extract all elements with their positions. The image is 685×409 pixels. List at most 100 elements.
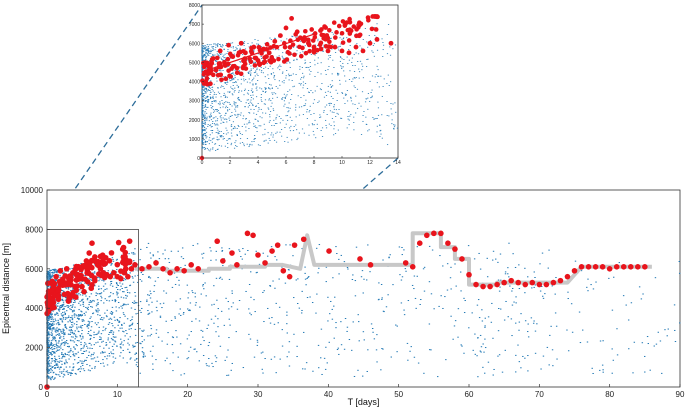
inset-event-dot [202,113,204,115]
event-dot [114,301,117,303]
inset-event-dot [274,93,277,95]
event-dot [611,372,613,374]
inset-event-dot [274,49,276,51]
inset-event-dot [376,125,378,127]
event-dot [86,325,88,327]
inset-event-dot [206,48,209,50]
inset-chart: 0 2 4 6 8 10 12 14 0100020003000400050006000700… [189,3,401,166]
inset-event-dot [373,27,375,28]
event-dot [120,352,122,354]
inset-event-dot [228,138,231,139]
event-dot [49,328,51,330]
event-dot [216,299,218,301]
event-dot [202,355,205,357]
event-dot [119,355,121,357]
event-dot [70,326,73,328]
event-dot [48,269,51,271]
inset-event-dot [362,115,364,116]
inset-event-dot [369,80,371,82]
event-dot [105,344,107,346]
inset-event-dot [323,110,325,111]
inset-event-dot [233,126,236,128]
event-dot [55,271,58,273]
event-dot [73,310,75,312]
event-dot [55,350,58,352]
inset-event-dot [240,112,242,114]
event-dot [193,348,195,350]
inset-event-dot [314,119,316,121]
inset-event-dot [349,70,351,72]
event-dot [49,274,51,276]
inset-front-point [388,40,394,46]
front-point [132,262,138,268]
event-dot [111,312,114,314]
inset-event-dot [201,114,203,116]
event-dot [106,355,109,357]
inset-event-dot [217,46,219,48]
event-dot [378,282,380,284]
event-dot [134,275,136,277]
inset-event-dot [201,95,203,97]
inset-event-dot [234,145,237,147]
front-point [96,271,102,277]
event-dot [56,374,58,376]
inset-event-dot [225,127,227,129]
event-dot [367,244,369,246]
event-dot [399,274,401,276]
inset-event-dot [247,60,250,62]
inset-event-dot [272,72,275,74]
inset-event-dot [344,94,347,96]
event-dot [484,372,486,374]
event-dot [256,344,259,346]
event-dot [67,317,70,319]
inset-event-dot [245,118,247,119]
inset-event-dot [206,90,208,92]
inset-event-dot [254,71,257,73]
inset-event-dot [265,139,267,141]
inset-event-dot [268,121,271,123]
inset-event-dot [230,124,233,126]
inset-event-dot [256,69,258,70]
event-dot [54,271,56,273]
event-dot [215,277,218,279]
event-dot [51,348,54,350]
inset-event-dot [256,86,258,88]
inset-event-dot [315,137,317,139]
inset-event-dot [233,82,236,83]
event-dot [151,311,153,313]
inset-event-dot [204,101,207,102]
event-dot [566,329,568,331]
event-dot [178,284,180,286]
inset-event-dot [215,100,217,101]
event-dot [555,277,557,279]
event-dot [254,311,256,313]
event-dot [58,357,61,359]
event-dot [480,351,482,353]
event-dot [249,338,252,340]
event-dot [423,266,426,268]
inset-event-dot [201,110,203,112]
event-dot [49,269,52,271]
event-dot [59,360,61,362]
event-dot [51,350,53,352]
inset-event-dot [331,111,333,113]
event-dot [53,270,55,272]
inset-event-dot [206,107,208,108]
inset-event-dot [205,119,207,121]
inset-event-dot [203,48,205,50]
main-front-points [44,230,648,390]
inset-event-dot [272,93,274,95]
inset-event-dot [292,73,294,75]
event-dot [54,337,56,339]
inset-event-dot [201,117,204,119]
event-dot [96,293,99,295]
inset-event-dot [278,55,280,57]
event-dot [69,330,72,332]
inset-event-dot [243,41,246,43]
inset-event-dot [212,117,214,119]
inset-event-dot [201,68,203,69]
event-dot [277,322,279,324]
event-dot [134,308,136,310]
inset-event-dot [261,117,263,119]
median-step-line [134,231,652,287]
